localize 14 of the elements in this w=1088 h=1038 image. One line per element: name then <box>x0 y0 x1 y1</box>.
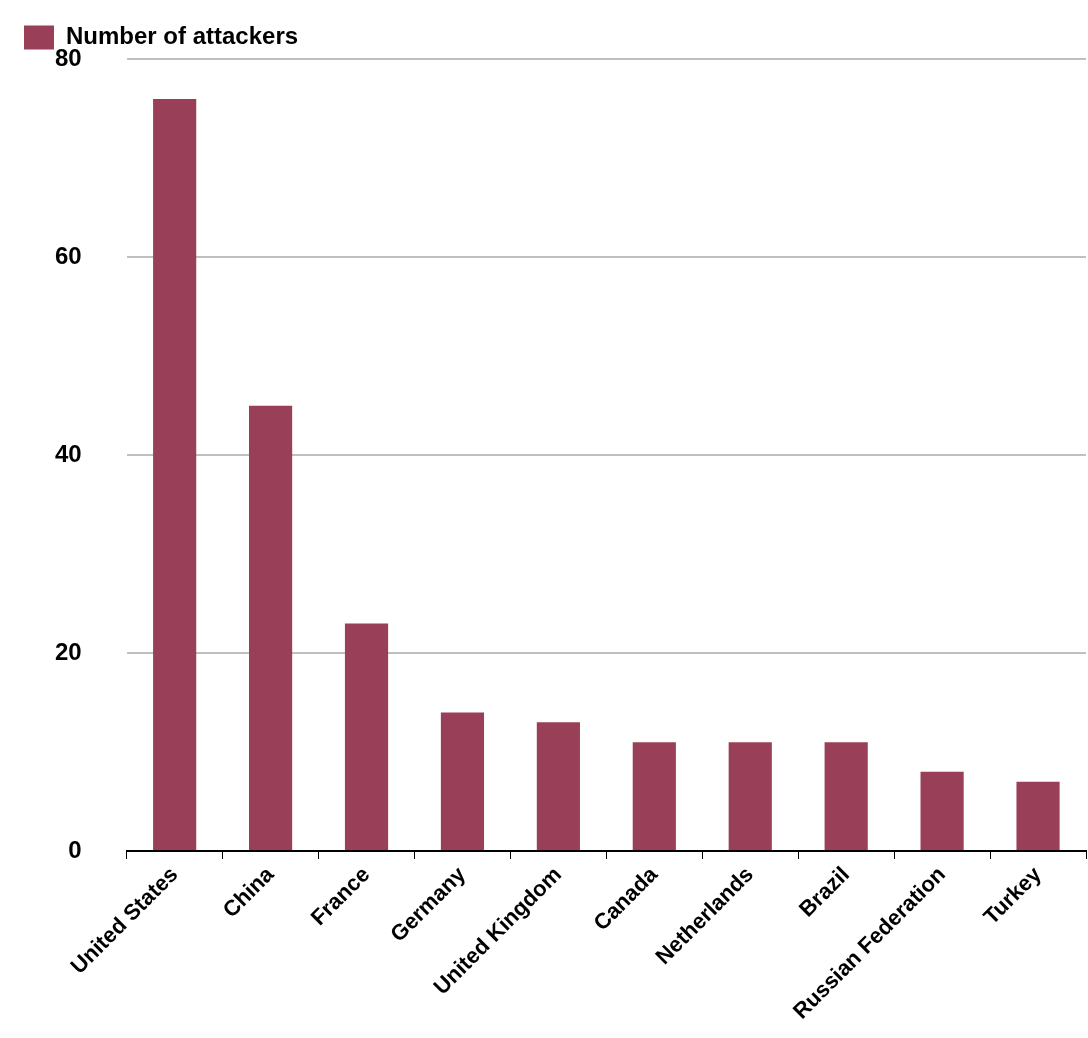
bar <box>249 405 293 850</box>
bar <box>632 742 676 850</box>
bar <box>1016 781 1060 850</box>
bar <box>920 771 964 850</box>
bar <box>153 98 197 850</box>
y-tick-label: 20 <box>54 637 82 665</box>
bar <box>824 742 868 850</box>
bar <box>344 623 389 850</box>
y-tick-label: 0 <box>68 835 82 863</box>
y-tick-label: 40 <box>54 439 82 467</box>
y-tick-label: 60 <box>54 241 82 269</box>
bar <box>440 712 485 850</box>
bar <box>536 722 580 850</box>
bar <box>728 742 772 850</box>
